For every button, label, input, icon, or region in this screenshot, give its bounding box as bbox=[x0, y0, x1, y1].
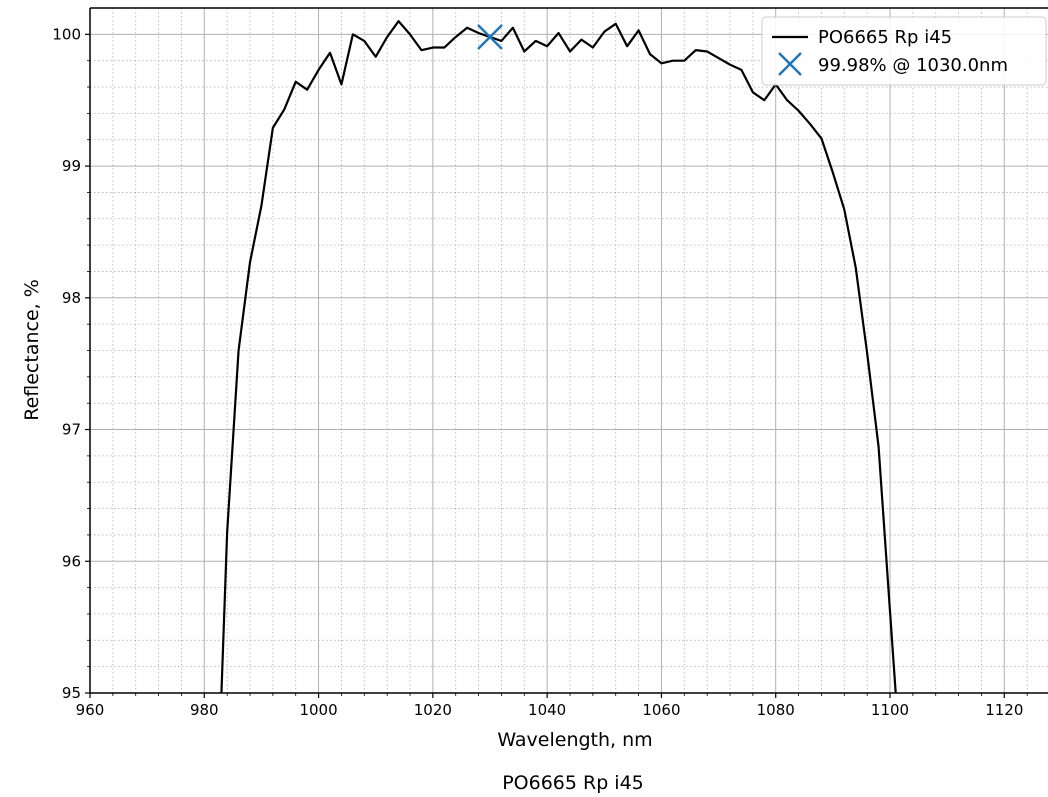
x-axis-label: Wavelength, nm bbox=[497, 729, 652, 751]
x-tick-label: 1020 bbox=[414, 701, 452, 719]
chart-caption: PO6665 Rp i45 bbox=[502, 772, 644, 794]
x-tick-label: 1060 bbox=[642, 701, 680, 719]
legend-box bbox=[761, 16, 1047, 86]
x-tick-label: 1000 bbox=[299, 701, 337, 719]
legend: PO6665 Rp i45 99.98% @ 1030.0nm bbox=[761, 16, 1047, 86]
peak-marker bbox=[477, 24, 503, 50]
legend-marker-swatch bbox=[778, 52, 802, 76]
legend-label-series: PO6665 Rp i45 bbox=[818, 27, 952, 48]
y-tick-label: 95 bbox=[62, 684, 81, 702]
x-tick-label: 1120 bbox=[985, 701, 1023, 719]
peak-marker-stroke bbox=[477, 24, 503, 50]
legend-label-marker: 99.98% @ 1030.0nm bbox=[818, 55, 1008, 76]
y-tick-label: 98 bbox=[62, 289, 81, 307]
y-axis-label: Reflectance, % bbox=[21, 279, 43, 421]
x-tick-label: 1100 bbox=[871, 701, 909, 719]
x-tick-label: 1080 bbox=[757, 701, 795, 719]
y-tick-label: 96 bbox=[62, 552, 81, 570]
y-tick-label: 97 bbox=[62, 421, 81, 439]
marker-layer bbox=[477, 24, 503, 50]
axes-layer: 960 980 1000 1020 1040 1060 1080 1100 1120 95 96 97… bbox=[52, 7, 1048, 719]
x-tick-label: 960 bbox=[76, 701, 105, 719]
plot-area bbox=[90, 8, 1048, 693]
x-tick-label: 980 bbox=[190, 701, 219, 719]
y-tick-label: 100 bbox=[52, 25, 81, 43]
x-tick-label: 1040 bbox=[528, 701, 566, 719]
y-tick-label: 99 bbox=[62, 157, 81, 175]
